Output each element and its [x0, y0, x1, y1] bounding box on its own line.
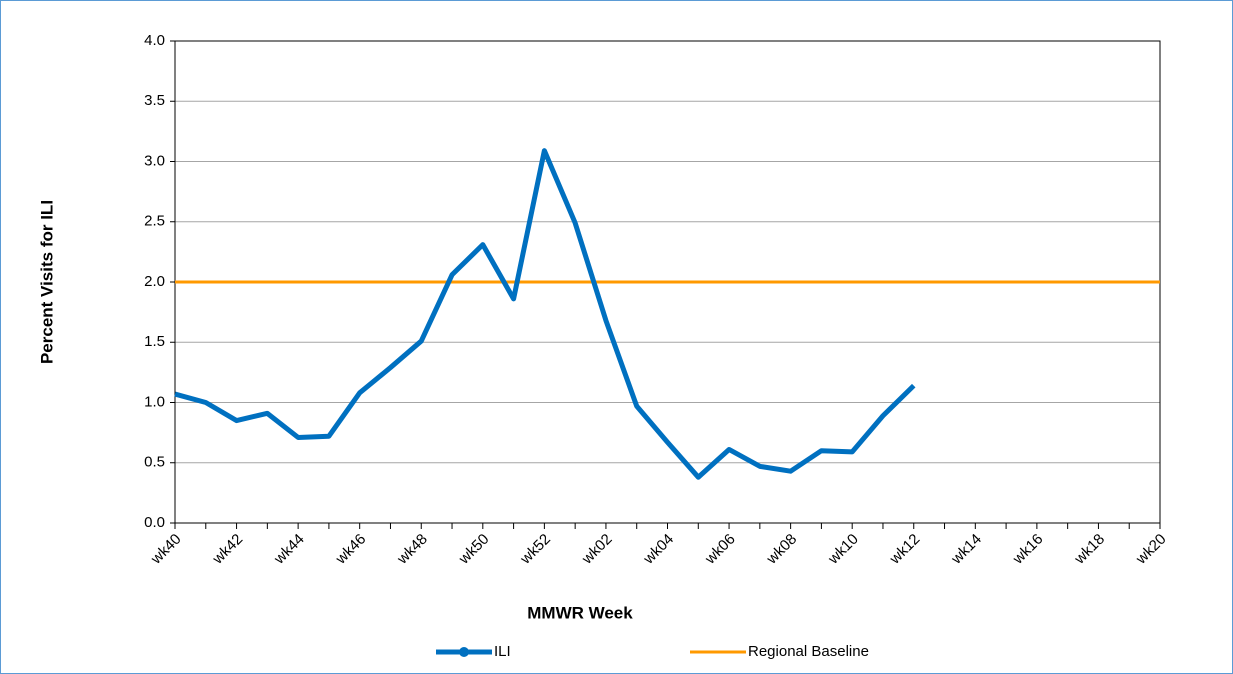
- y-tick-label: 0.0: [144, 514, 165, 531]
- series-line: [174, 148, 916, 480]
- y-tick-label: 2.0: [144, 273, 165, 290]
- y-tick-label: 2.5: [144, 213, 165, 230]
- y-tick-label: 3.5: [144, 92, 165, 109]
- x-axis-label: MMWR Week: [527, 603, 633, 622]
- y-tick-label: 1.0: [144, 393, 165, 410]
- y-tick-label: 0.5: [144, 454, 165, 471]
- legend-label: Regional Baseline: [748, 643, 869, 660]
- legend-label: ILI: [494, 643, 511, 660]
- y-tick-label: 4.0: [144, 32, 165, 49]
- legend-marker: [459, 647, 469, 657]
- y-axis-label: Percent Visits for ILI: [37, 200, 56, 364]
- y-tick-label: 3.0: [144, 152, 165, 169]
- y-tick-label: 1.5: [144, 333, 165, 350]
